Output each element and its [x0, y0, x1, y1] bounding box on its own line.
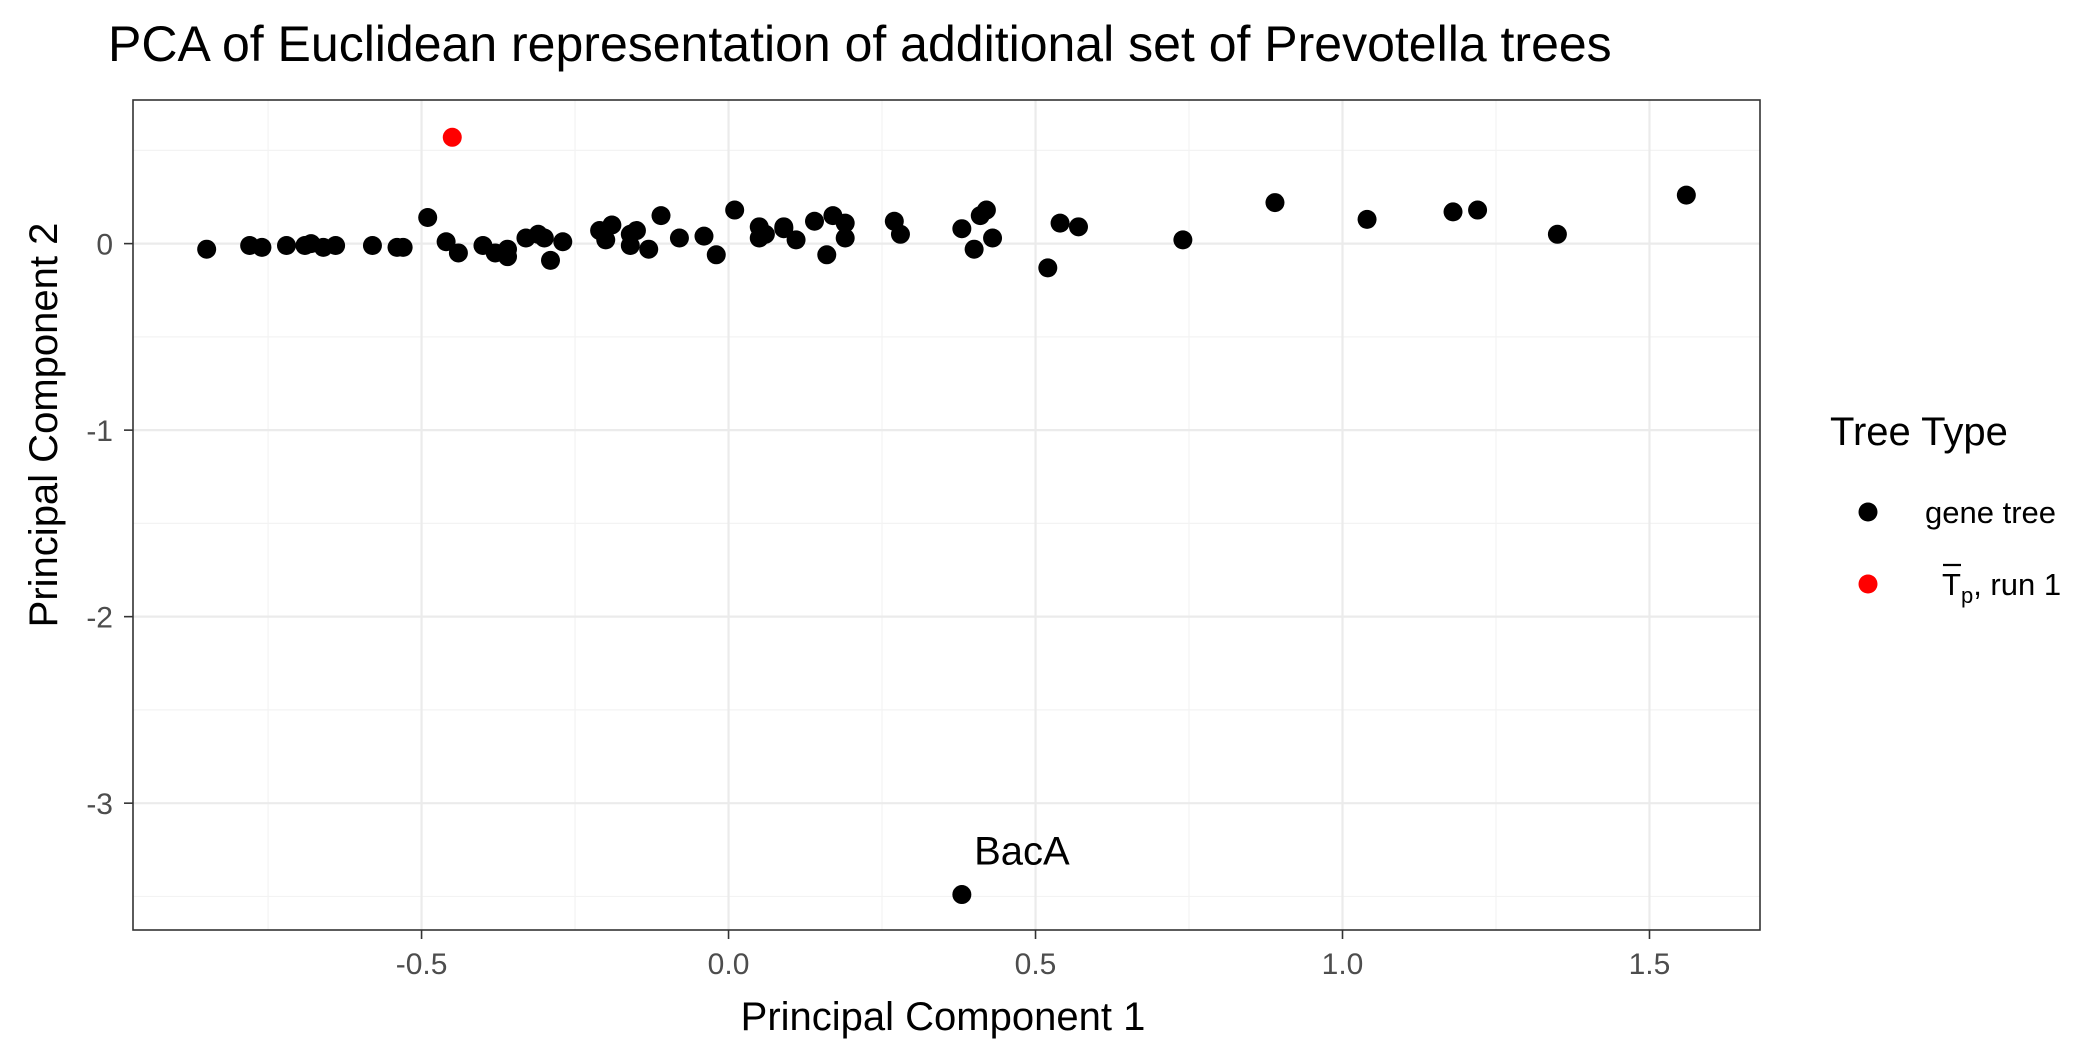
annotation-label: BacA: [974, 830, 1070, 874]
point-gene-tree: [418, 208, 438, 228]
point-gene-tree: [1050, 213, 1070, 233]
point-gene-tree: [596, 230, 616, 250]
point-gene-tree: [1676, 185, 1696, 205]
point-gene-tree: [197, 239, 217, 259]
point-gene-tree: [620, 235, 640, 255]
point-gene-tree: [1038, 258, 1058, 278]
point-gene-tree: [534, 228, 554, 248]
point-tp-run-1: [442, 127, 462, 147]
point-gene-tree: [393, 237, 413, 257]
point-gene-tree: [725, 200, 745, 220]
point-gene-tree: [804, 211, 824, 231]
x-tick-label: 0.0: [708, 948, 750, 981]
data-points: [197, 127, 1696, 905]
point-gene-tree: [602, 215, 622, 235]
legend-entries: gene tree Tp, run 1: [1858, 495, 2061, 608]
y-tick-label: -3: [86, 788, 113, 821]
point-gene-tree: [786, 230, 806, 250]
y-tick-label: 0: [96, 229, 113, 262]
point-gene-tree: [983, 228, 1003, 248]
y-axis-title: Principal Component 2: [22, 223, 66, 628]
point-gene-tree: [774, 219, 794, 239]
point-gene-tree: [276, 235, 296, 255]
point-gene-tree: [626, 221, 646, 241]
point-gene-tree: [1357, 209, 1377, 229]
y-tick-label: -1: [86, 415, 113, 448]
legend-key-tp: [1858, 574, 1878, 594]
point-gene-tree: [952, 885, 972, 905]
legend: Tree Type gene tree Tp, run 1: [1830, 410, 2061, 608]
x-tick-label: 0.5: [1015, 948, 1057, 981]
legend-title: Tree Type: [1830, 410, 2008, 454]
x-tick-label: 1.0: [1322, 948, 1364, 981]
minor-grid: [133, 100, 1760, 930]
x-tick-label: 1.5: [1629, 948, 1671, 981]
point-gene-tree: [817, 245, 837, 265]
point-gene-tree: [252, 237, 272, 257]
panel-background: [133, 100, 1760, 930]
plot-panel: BacA: [132, 99, 1761, 931]
y-tick-label: -2: [86, 602, 113, 635]
point-gene-tree: [1468, 200, 1488, 220]
point-gene-tree: [964, 239, 984, 259]
point-gene-tree: [436, 232, 456, 252]
chart-title: PCA of Euclidean representation of addit…: [108, 16, 1612, 72]
point-gene-tree: [694, 226, 714, 246]
legend-label-rest: , run 1: [1973, 567, 2061, 602]
legend-label-subscript: p: [1961, 583, 1973, 608]
x-tick-label: -0.5: [396, 948, 448, 981]
x-axis-title: Principal Component 1: [741, 995, 1146, 1039]
point-gene-tree: [1547, 224, 1567, 244]
point-gene-tree: [706, 245, 726, 265]
panel-border: [132, 99, 1761, 931]
point-gene-tree: [835, 228, 855, 248]
point-gene-tree: [890, 224, 910, 244]
point-gene-tree: [651, 206, 671, 226]
point-gene-tree: [553, 232, 573, 252]
point-gene-tree: [326, 235, 346, 255]
x-axis: -0.5 0.0 0.5 1.0 1.5: [396, 930, 1671, 981]
legend-label-tp: Tp, run 1: [1942, 567, 2061, 608]
legend-label-gene: gene tree: [1925, 495, 2056, 530]
point-gene-tree: [976, 200, 996, 220]
point-gene-tree: [1443, 202, 1463, 222]
point-gene-tree: [540, 250, 560, 270]
point-gene-tree: [639, 239, 659, 259]
annotations: BacA: [974, 830, 1070, 874]
point-gene-tree: [952, 219, 972, 239]
point-gene-tree: [498, 239, 518, 259]
point-gene-tree: [1069, 217, 1089, 237]
legend-key-gene: [1858, 502, 1878, 522]
point-gene-tree: [1173, 230, 1193, 250]
point-gene-tree: [448, 243, 468, 263]
point-gene-tree: [362, 235, 382, 255]
point-gene-tree: [1265, 193, 1285, 213]
point-gene-tree: [669, 228, 689, 248]
point-gene-tree: [835, 213, 855, 233]
point-gene-tree: [755, 224, 775, 244]
legend-label-base: T: [1942, 567, 1961, 602]
y-axis: -3 -2 -1 0: [86, 229, 133, 821]
